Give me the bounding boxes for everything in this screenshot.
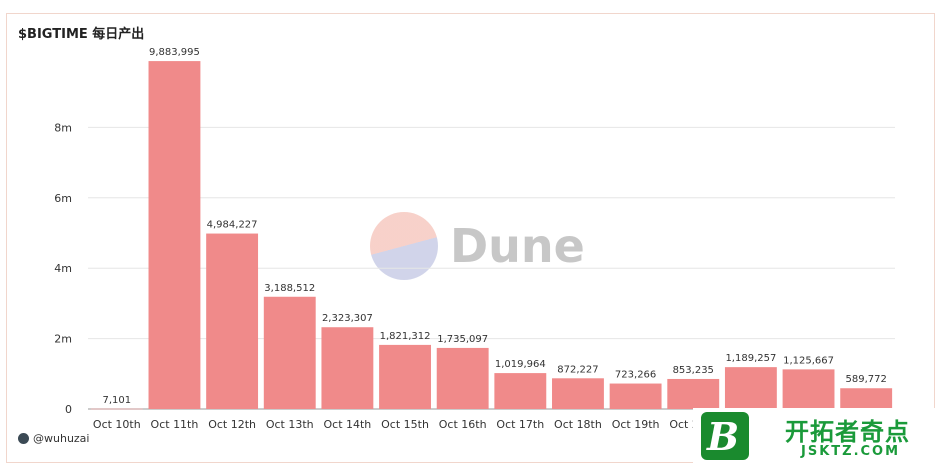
data-label: 1,735,097 (437, 334, 488, 345)
bar[interactable] (782, 369, 835, 409)
avatar (18, 433, 29, 444)
data-label: 4,984,227 (207, 220, 258, 231)
y-tick-label: 0 (65, 403, 72, 416)
x-tick-label: Oct 12th (208, 418, 256, 431)
site-badge: B 开拓者奇点 JSKTZ.COM (693, 408, 942, 467)
bar[interactable] (321, 327, 374, 409)
brand-name: 开拓者奇点 (785, 418, 910, 446)
x-tick-label: Oct 10th (93, 418, 141, 431)
bar[interactable] (609, 383, 662, 409)
x-tick-label: Oct 11th (151, 418, 199, 431)
y-tick-label: 8m (54, 121, 72, 134)
bar[interactable] (724, 367, 777, 409)
bar[interactable] (667, 378, 720, 409)
y-tick-label: 4m (54, 262, 72, 275)
y-tick-label: 2m (54, 333, 72, 346)
bar[interactable] (436, 347, 489, 409)
dune-watermark: Dune (370, 212, 585, 280)
data-label: 2,323,307 (322, 313, 373, 324)
bar[interactable] (90, 408, 143, 410)
x-tick-label: Oct 16th (439, 418, 487, 431)
brand-url: JSKTZ.COM (801, 444, 901, 459)
bar[interactable] (148, 61, 201, 409)
x-tick-label: Oct 13th (266, 418, 314, 431)
bar[interactable] (263, 296, 316, 409)
data-label: 872,227 (557, 364, 598, 375)
bar[interactable] (552, 378, 604, 409)
bar[interactable] (206, 233, 259, 409)
data-label: 7,101 (103, 395, 132, 406)
data-label: 1,189,257 (725, 353, 776, 364)
data-label: 1,019,964 (495, 359, 546, 370)
data-label: 589,772 (845, 374, 886, 385)
x-tick-label: Oct 17th (496, 418, 544, 431)
x-tick-label: Oct 14th (323, 418, 371, 431)
chart-title: $BIGTIME 每日产出 (18, 27, 145, 42)
data-label: 9,883,995 (149, 47, 200, 58)
brand-logo-letter: B (707, 414, 740, 459)
dune-watermark-text: Dune (450, 219, 585, 273)
y-tick-label: 6m (54, 192, 72, 205)
bar[interactable] (840, 388, 893, 409)
chart-frame (6, 13, 935, 463)
bar[interactable] (494, 373, 547, 409)
author-credit[interactable]: @wuhuzai (18, 432, 89, 445)
data-label: 723,266 (615, 370, 656, 381)
data-label: 853,235 (673, 365, 714, 376)
x-tick-label: Oct 19th (612, 418, 660, 431)
data-label: 3,188,512 (264, 283, 315, 294)
author-name: @wuhuzai (33, 432, 90, 445)
x-tick-label: Oct 15th (381, 418, 429, 431)
bar[interactable] (379, 344, 431, 409)
data-label: 1,125,667 (783, 355, 834, 366)
x-tick-label: Oct 18th (554, 418, 602, 431)
brand-logo-icon: B (701, 412, 749, 460)
data-label: 1,821,312 (380, 331, 431, 342)
